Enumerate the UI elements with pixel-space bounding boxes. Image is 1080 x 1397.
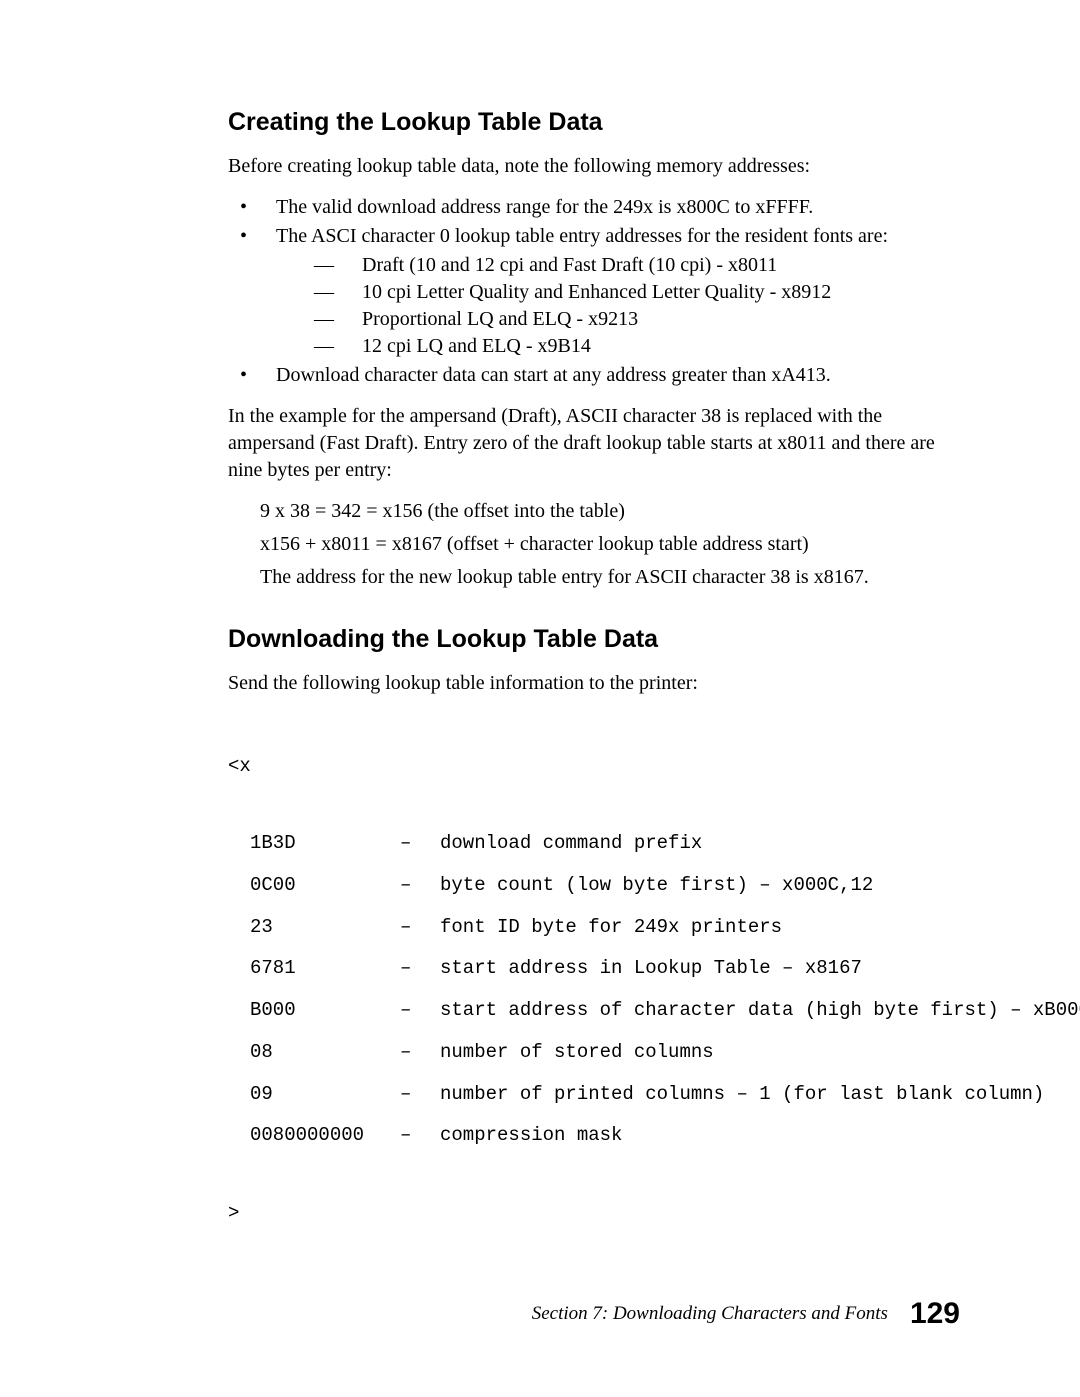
dash-list: Draft (10 and 12 cpi and Fast Draft (10 … (276, 252, 960, 360)
code-desc: number of stored columns (440, 1041, 950, 1083)
calc-line: The address for the new lookup table ent… (260, 564, 960, 591)
code-desc: font ID byte for 249x printers (440, 916, 950, 958)
code-row: 1B3D – download command prefix (250, 832, 950, 874)
code-desc: download command prefix (440, 832, 950, 874)
calc-line: x156 + x8011 = x8167 (offset + character… (260, 531, 960, 558)
code-value: 0080000000 (250, 1124, 400, 1166)
code-sep: – (400, 832, 440, 874)
intro-creating: Before creating lookup table data, note … (228, 153, 960, 180)
code-sep: – (400, 916, 440, 958)
code-desc: start address in Lookup Table – x8167 (440, 957, 950, 999)
page: Creating the Lookup Table Data Before cr… (0, 0, 1080, 1397)
code-sep: – (400, 1124, 440, 1166)
bullet-text: The valid download address range for the… (276, 196, 813, 218)
footer-section-label: Section 7: Downloading Characters and Fo… (532, 1303, 888, 1324)
code-close-tag: > (228, 1204, 960, 1223)
bullet-text: The ASCI character 0 lookup table entry … (276, 225, 888, 247)
bullet-item: The ASCI character 0 lookup table entry … (228, 223, 960, 360)
example-paragraph: In the example for the ampersand (Draft)… (228, 403, 960, 484)
intro-downloading: Send the following lookup table informat… (228, 670, 960, 697)
heading-creating: Creating the Lookup Table Data (228, 108, 960, 137)
code-desc: start address of character data (high by… (440, 999, 950, 1041)
footer-page-number: 129 (910, 1297, 960, 1330)
code-row: 0080000000 – compression mask (250, 1124, 950, 1166)
code-row: 6781 – start address in Lookup Table – x… (250, 957, 950, 999)
page-footer: Section 7: Downloading Characters and Fo… (0, 1293, 960, 1327)
code-value: 23 (250, 916, 400, 958)
dash-item: Draft (10 and 12 cpi and Fast Draft (10 … (276, 252, 960, 279)
code-open-tag: <x (228, 757, 960, 776)
code-sep: – (400, 874, 440, 916)
code-desc: compression mask (440, 1124, 950, 1166)
code-sep: – (400, 957, 440, 999)
calc-block: 9 x 38 = 342 = x156 (the offset into the… (260, 498, 960, 591)
code-desc: number of printed columns – 1 (for last … (440, 1083, 950, 1125)
code-value: 1B3D (250, 832, 400, 874)
code-row: 0C00 – byte count (low byte first) – x00… (250, 874, 950, 916)
code-desc: byte count (low byte first) – x000C,12 (440, 874, 950, 916)
code-value: 0C00 (250, 874, 400, 916)
code-value: B000 (250, 999, 400, 1041)
code-row: 09 – number of printed columns – 1 (for … (250, 1083, 950, 1125)
code-value: 09 (250, 1083, 400, 1125)
bullet-text: Download character data can start at any… (276, 364, 831, 386)
dash-item: 12 cpi LQ and ELQ - x9B14 (276, 333, 960, 360)
code-row: 23 – font ID byte for 249x printers (250, 916, 950, 958)
code-table: 1B3D – download command prefix 0C00 – by… (250, 832, 950, 1166)
heading-downloading: Downloading the Lookup Table Data (228, 625, 960, 654)
bullet-item: Download character data can start at any… (228, 362, 960, 389)
code-block: <x 1B3D – download command prefix 0C00 –… (228, 719, 960, 1279)
dash-item: Proportional LQ and ELQ - x9213 (276, 306, 960, 333)
bullet-item: The valid download address range for the… (228, 194, 960, 221)
code-sep: – (400, 1041, 440, 1083)
bullet-list: The valid download address range for the… (228, 194, 960, 389)
code-value: 08 (250, 1041, 400, 1083)
code-row: 08 – number of stored columns (250, 1041, 950, 1083)
code-value: 6781 (250, 957, 400, 999)
code-sep: – (400, 999, 440, 1041)
code-sep: – (400, 1083, 440, 1125)
calc-line: 9 x 38 = 342 = x156 (the offset into the… (260, 498, 960, 525)
dash-item: 10 cpi Letter Quality and Enhanced Lette… (276, 279, 960, 306)
code-row: B000 – start address of character data (… (250, 999, 950, 1041)
